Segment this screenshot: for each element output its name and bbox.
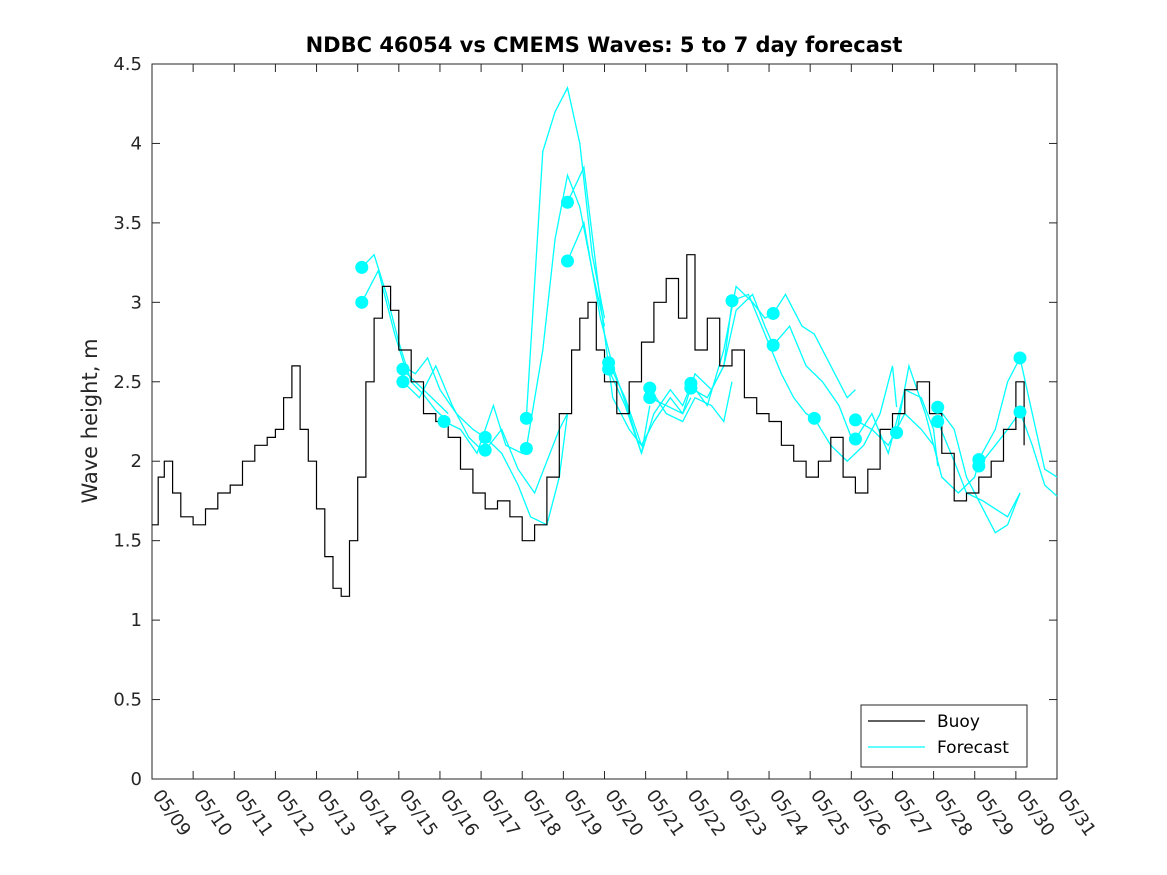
forecast-marker bbox=[560, 254, 574, 268]
forecast-line bbox=[772, 293, 856, 399]
y-tick-label: 2 bbox=[131, 451, 142, 472]
y-tick-label: 0 bbox=[131, 769, 142, 790]
forecast-marker bbox=[396, 362, 410, 376]
forecast-marker bbox=[355, 260, 369, 274]
forecast-marker bbox=[643, 391, 657, 405]
forecast-marker bbox=[684, 381, 698, 395]
y-tick-label: 2.5 bbox=[113, 372, 142, 393]
forecast-line bbox=[895, 363, 980, 494]
forecast-marker bbox=[1013, 405, 1027, 419]
forecast-marker bbox=[519, 442, 533, 456]
y-tick-label: 1 bbox=[131, 610, 142, 631]
y-tick-label: 3.5 bbox=[113, 213, 142, 234]
forecast-line bbox=[649, 381, 733, 424]
forecast-marker bbox=[478, 443, 492, 457]
forecast-marker bbox=[519, 411, 533, 425]
forecast-marker bbox=[602, 362, 616, 376]
forecast-line bbox=[525, 85, 606, 419]
forecast-marker bbox=[972, 459, 986, 473]
forecast-marker bbox=[766, 338, 780, 352]
forecast-marker bbox=[478, 430, 492, 444]
forecast-marker bbox=[1013, 351, 1027, 365]
forecast-line bbox=[402, 364, 486, 454]
forecast-marker bbox=[437, 415, 451, 428]
forecast-line bbox=[731, 293, 815, 419]
forecast-line bbox=[608, 368, 692, 456]
forecast-line bbox=[361, 253, 449, 422]
y-tick-label: 0.5 bbox=[113, 690, 142, 711]
forecast-marker bbox=[848, 432, 862, 446]
y-axis-label: Wave height, m bbox=[78, 338, 102, 503]
forecast-marker bbox=[725, 294, 739, 308]
forecast-marker bbox=[355, 295, 369, 309]
forecast-line bbox=[937, 406, 1021, 534]
forecast-marker bbox=[807, 411, 821, 425]
y-tick-label: 1.5 bbox=[113, 531, 142, 552]
legend-box bbox=[860, 704, 1028, 768]
forecast-marker bbox=[931, 415, 945, 428]
forecast-marker bbox=[766, 306, 780, 320]
forecast-line bbox=[690, 293, 774, 399]
forecast-marker bbox=[396, 375, 410, 389]
buoy-line bbox=[152, 254, 1025, 597]
forecast-line bbox=[690, 285, 774, 408]
y-tick-label: 4.5 bbox=[113, 54, 142, 75]
legend: Buoy Forecast bbox=[860, 704, 1028, 768]
legend-forecast-label: Forecast bbox=[937, 738, 1009, 758]
forecast-marker bbox=[890, 426, 904, 440]
forecast-marker bbox=[560, 195, 574, 209]
legend-buoy-label: Buoy bbox=[937, 712, 980, 732]
chart-title: NDBC 46054 vs CMEMS Waves: 5 to 7 day fo… bbox=[306, 33, 903, 57]
forecast-line bbox=[402, 356, 486, 438]
forecast-marker bbox=[643, 381, 657, 395]
y-tick-label: 3 bbox=[131, 292, 142, 313]
forecast-marker bbox=[931, 400, 945, 414]
y-tick-label: 4 bbox=[131, 133, 142, 154]
forecast-marker bbox=[848, 413, 862, 427]
